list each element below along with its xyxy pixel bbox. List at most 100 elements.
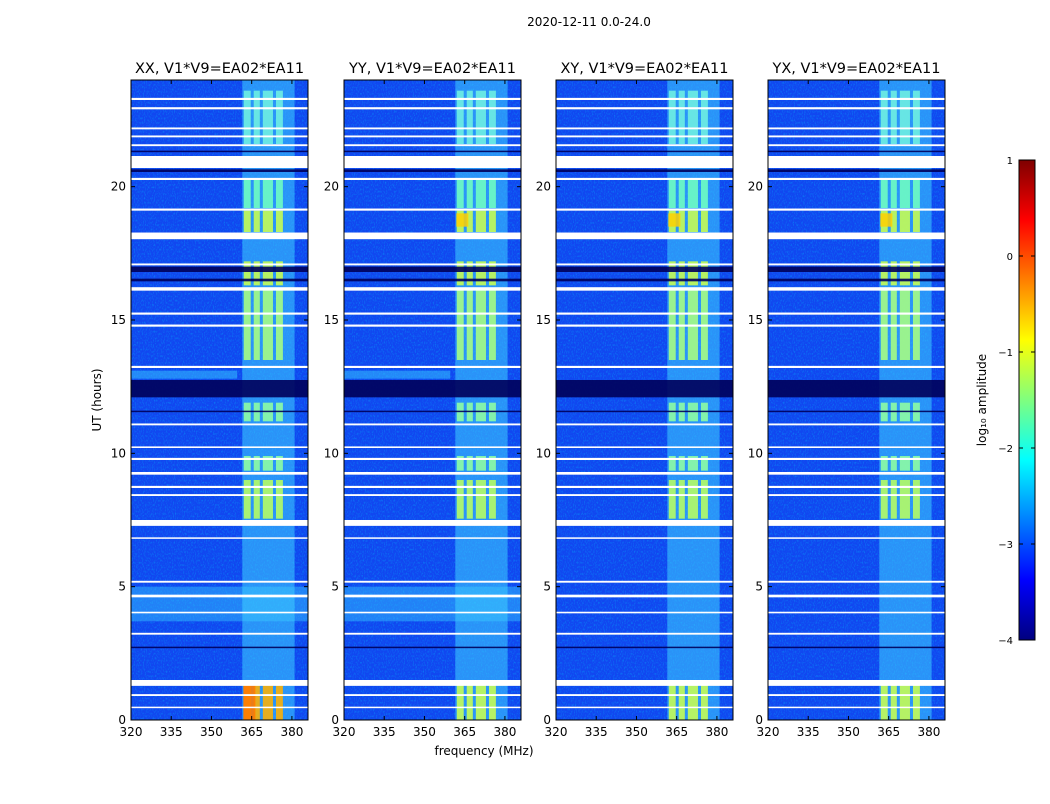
flagged-row — [344, 611, 521, 614]
panel-frame — [343, 79, 522, 721]
flagged-row — [344, 594, 521, 598]
flagged-row — [344, 208, 521, 211]
rfi-block — [243, 178, 251, 208]
rfi-block — [275, 288, 283, 360]
flagged-row — [556, 312, 733, 315]
rfi-block — [243, 261, 251, 286]
rfi-block — [668, 261, 676, 286]
y-tick-label: 20 — [324, 180, 339, 194]
flagged-row — [556, 144, 733, 147]
x-axis-label: frequency (MHz) — [434, 744, 533, 758]
flagged-row — [344, 706, 521, 709]
x-tick-label: 320 — [120, 725, 143, 739]
rfi-block — [899, 685, 910, 720]
rfi-block — [678, 90, 685, 144]
flagged-row — [768, 365, 945, 368]
flagged-row — [131, 97, 308, 100]
dark-row — [344, 150, 521, 153]
flagged-row — [344, 632, 521, 635]
flagged-row — [344, 680, 521, 686]
x-tick-label: 335 — [585, 725, 608, 739]
flagged-row — [768, 537, 945, 539]
rfi-block — [475, 685, 486, 720]
dark-row — [768, 169, 945, 172]
y-tick-label: 5 — [755, 580, 763, 594]
colorbar-tick-label: 1 — [1007, 156, 1013, 167]
x-tick-label: 350 — [200, 725, 223, 739]
panel-frame — [555, 79, 734, 721]
flagged-row — [131, 520, 308, 526]
flagged-row — [131, 177, 308, 180]
dark-row — [768, 646, 945, 649]
y-tick-label: 0 — [118, 713, 126, 727]
flagged-row — [344, 423, 521, 426]
rfi-block — [253, 685, 260, 720]
rfi-block — [880, 685, 888, 720]
dark-row — [556, 266, 733, 272]
flagged-row — [344, 494, 521, 496]
x-tick-label: 365 — [665, 725, 688, 739]
rfi-block — [890, 178, 897, 208]
panel-1: XX, V1*V9=EA02*EA11 320 335 350 365 380 0 5 10 15… — [111, 61, 309, 739]
rfi-block — [456, 261, 464, 286]
y-tick-label: 15 — [324, 313, 339, 327]
flagged-row — [131, 144, 308, 147]
rfi-block — [466, 210, 473, 232]
dark-row — [768, 266, 945, 272]
flagged-row — [344, 365, 521, 368]
flagged-row — [344, 312, 521, 315]
flagged-row — [768, 208, 945, 211]
dark-row — [344, 380, 521, 398]
rfi-block — [262, 456, 273, 471]
flagged-row — [768, 287, 945, 291]
flagged-row — [344, 263, 521, 266]
x-tick-label: 320 — [333, 725, 356, 739]
dark-row — [768, 410, 945, 413]
rfi-block — [687, 210, 698, 232]
rfi-band — [667, 80, 720, 720]
flagged-row — [131, 457, 308, 460]
flagged-row — [768, 694, 945, 696]
flagged-row — [344, 694, 521, 696]
flagged-row — [131, 232, 308, 240]
rfi-block — [488, 261, 496, 286]
rfi-block — [253, 178, 260, 208]
flagged-row — [556, 472, 733, 475]
y-tick-label: 5 — [331, 580, 339, 594]
rfi-block — [262, 685, 273, 720]
rfi-block — [912, 178, 920, 208]
rfi-block — [475, 210, 486, 232]
panel-frame — [130, 79, 309, 721]
rfi-block — [700, 178, 708, 208]
dark-row — [768, 380, 945, 398]
figure-suptitle: 2020-12-11 0.0-24.0 — [527, 15, 651, 29]
panel-title: XY, V1*V9=EA02*EA11 — [560, 61, 728, 77]
rfi-block — [880, 288, 888, 360]
panel-3: XY, V1*V9=EA02*EA11 320 335 350 365 380 0 5 10 15… — [536, 61, 734, 739]
y-tick-label: 20 — [111, 180, 126, 194]
rfi-block — [488, 685, 496, 720]
x-tick-label: 350 — [413, 725, 436, 739]
flagged-row — [556, 446, 733, 448]
flagged-row — [131, 485, 308, 488]
x-tick-label: 365 — [453, 725, 476, 739]
rfi-block — [912, 261, 920, 286]
flagged-row — [556, 694, 733, 696]
flagged-row — [344, 446, 521, 448]
flagged-row — [344, 127, 521, 130]
flagged-row — [131, 324, 308, 327]
rfi-block — [700, 210, 708, 232]
x-tick-label: 380 — [280, 725, 303, 739]
panel-4: YX, V1*V9=EA02*EA11 320 335 350 365 380 0 5 10 15… — [748, 61, 946, 739]
dark-row — [556, 150, 733, 153]
rfi-block — [253, 456, 260, 471]
rfi-block — [912, 210, 920, 232]
rfi-block — [275, 90, 283, 144]
flagged-row — [344, 457, 521, 460]
rfi-block — [700, 288, 708, 360]
rfi-block — [243, 90, 251, 144]
rfi-block — [890, 210, 897, 232]
flagged-row — [344, 537, 521, 539]
dark-row — [556, 278, 733, 282]
rfi-block — [912, 480, 920, 519]
